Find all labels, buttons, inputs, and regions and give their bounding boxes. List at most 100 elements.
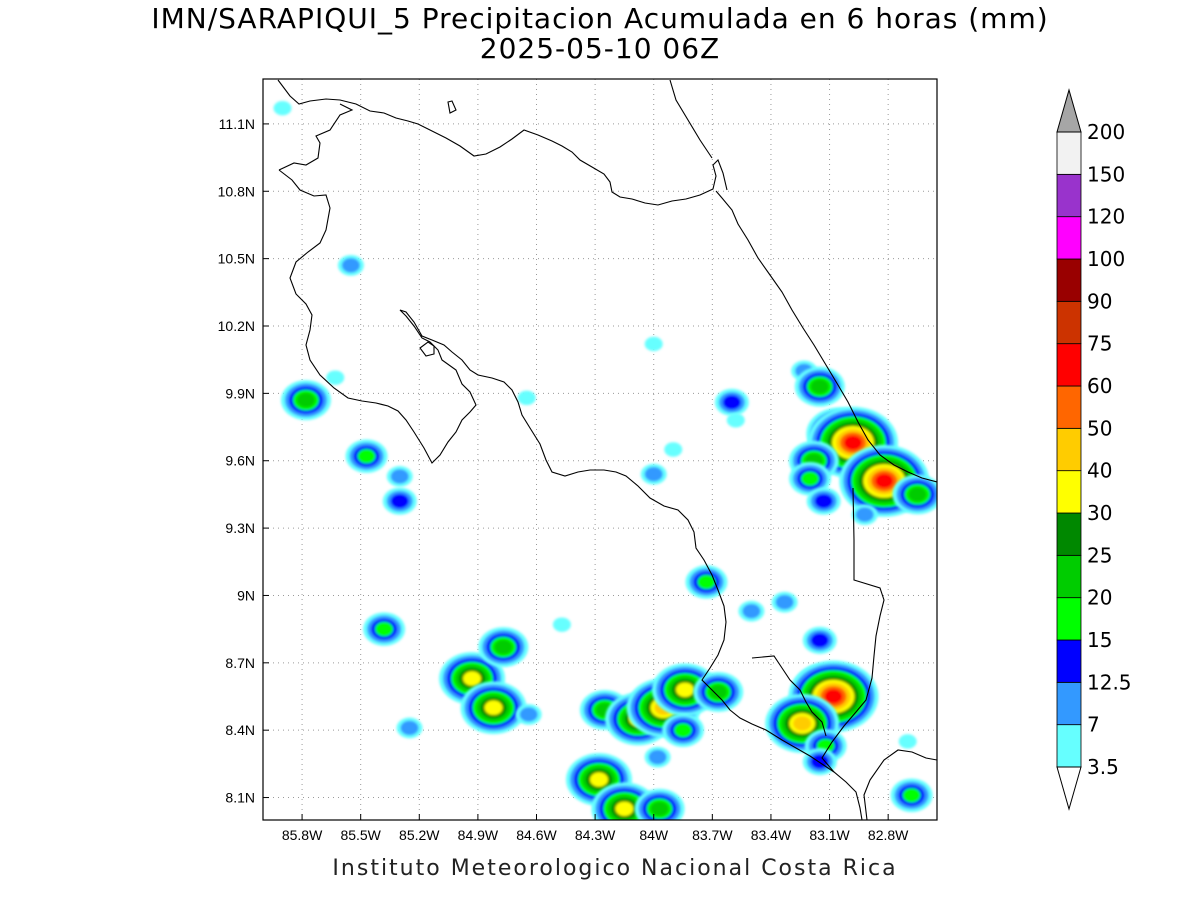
precip-cell: [382, 487, 417, 515]
precip-cell: [640, 463, 667, 485]
precip-contour: [326, 370, 345, 385]
chart-title: IMN/SARAPIQUI_5 Precipitacion Acumulada …: [151, 2, 1049, 35]
precip-contour: [824, 689, 843, 704]
lon-tick-label: 83.1W: [809, 827, 850, 843]
precip-cell: [644, 746, 671, 768]
precip-contour: [793, 716, 812, 731]
caribbean-coast: [669, 79, 937, 483]
colorbar-label: 20: [1087, 586, 1112, 610]
precip-cell: [644, 336, 663, 352]
colorbar-swatch: [1056, 131, 1082, 175]
precip-contour: [296, 392, 315, 408]
lon-tick-label: 84.6W: [516, 827, 557, 843]
colorbar-label: 100: [1087, 247, 1125, 271]
nicaragua-coast-north: [277, 79, 728, 206]
precip-cell: [396, 717, 423, 739]
colorbar-label: 3.5: [1087, 755, 1119, 779]
lat-tick-label: 9.9N: [225, 385, 255, 401]
colorbar-swatch: [1056, 554, 1082, 599]
precip-cell: [898, 734, 917, 749]
precip-cell: [806, 487, 841, 515]
precip-cell: [802, 626, 837, 654]
precip-cell: [789, 461, 832, 496]
colorbar-label: 12.5: [1087, 670, 1132, 694]
colorbar-label: 75: [1087, 332, 1112, 356]
precip-contour: [855, 507, 874, 522]
precip-contour: [801, 471, 820, 486]
precip-contour: [775, 594, 794, 610]
precip-cell: [363, 612, 406, 646]
colorbar-label: 40: [1087, 459, 1112, 483]
footer-credit: Instituto Meteorologico Nacional Costa R…: [332, 856, 898, 881]
lon-tick-label: 84.3W: [575, 827, 616, 843]
precip-contour: [722, 395, 741, 410]
precip-cell: [892, 474, 937, 515]
precip-contour: [810, 379, 829, 394]
lon-tick-label: 85.5W: [340, 827, 381, 843]
lat-tick-label: 8.1N: [225, 790, 255, 806]
colorbar-swatch: [1056, 216, 1082, 260]
precip-contour: [908, 487, 927, 502]
precip-cell: [726, 413, 745, 428]
precipitation-cells: [273, 100, 937, 820]
precip-contour: [644, 336, 663, 352]
precip-cell: [794, 366, 845, 407]
colorbar-swatch: [1056, 343, 1082, 387]
precip-contour: [650, 801, 669, 816]
precip-contour: [810, 633, 829, 648]
precip-cell: [685, 565, 728, 599]
colorbar-swatch: [1056, 470, 1082, 514]
colorbar-top-arrow: [1056, 88, 1082, 133]
precip-contour: [709, 684, 728, 700]
osa-peninsula: [751, 655, 827, 737]
lat-tick-label: 9.3N: [225, 520, 255, 536]
colorbar-label: 120: [1087, 205, 1125, 229]
lon-tick-label: 83.4W: [751, 827, 792, 843]
colorbar-swatch: [1056, 427, 1082, 472]
precip-cell: [851, 504, 878, 526]
lat-tick-label: 10.2N: [218, 318, 255, 334]
precip-cell: [890, 778, 933, 813]
colorbar-label: 150: [1087, 162, 1125, 186]
precip-contour: [494, 639, 513, 655]
lat-tick-label: 9.6N: [225, 453, 255, 469]
lat-tick-label: 10.8N: [218, 183, 255, 199]
precip-contour: [742, 603, 761, 619]
colorbar-swatch: [1056, 385, 1082, 429]
precip-contour: [273, 100, 292, 116]
lon-tick-label: 84.9W: [458, 827, 499, 843]
precip-contour: [517, 390, 536, 406]
nicoya-inner-lake: [419, 341, 435, 357]
precip-contour: [648, 749, 667, 765]
map-axes: 85.8W 85.5W 85.2W 84.9W 84.6W 84.3W 84W 83.7W 83…: [218, 116, 910, 843]
precip-contour: [875, 473, 894, 489]
precip-cell: [714, 388, 749, 416]
precip-contour: [375, 621, 394, 637]
precip-cell: [664, 442, 683, 457]
precip-contour: [400, 720, 419, 736]
colorbar-label: 7: [1087, 713, 1100, 737]
chart-subtitle-date: 2025-05-10 06Z: [479, 32, 721, 65]
colorbar-swatch: [1056, 258, 1082, 302]
precip-cell: [345, 439, 388, 474]
colorbar-swatch: [1056, 724, 1082, 768]
colorbar-legend: 3.5 7 12.5 15 20 25 30 40 50 60 75 90 100 120 150 200: [1056, 88, 1132, 811]
precip-contour: [463, 671, 482, 686]
lat-tick-label: 8.7N: [225, 655, 255, 671]
precip-cell: [280, 380, 331, 421]
lat-tick-label: 10.5N: [218, 251, 255, 267]
precip-contour: [675, 682, 694, 697]
precip-contour: [390, 469, 409, 484]
coastline-borders: [277, 79, 937, 820]
precip-contour: [697, 574, 716, 590]
lon-tick-label: 82.8W: [868, 827, 909, 843]
precip-cell: [771, 591, 798, 613]
colorbar-swatch: [1056, 681, 1082, 726]
precip-contour: [357, 449, 376, 464]
precip-cell: [273, 100, 292, 116]
precip-contour: [674, 722, 693, 738]
precip-cell: [326, 370, 345, 385]
precip-cell: [802, 748, 837, 776]
colorbar-swatch: [1056, 639, 1082, 683]
precip-contour: [484, 700, 503, 715]
